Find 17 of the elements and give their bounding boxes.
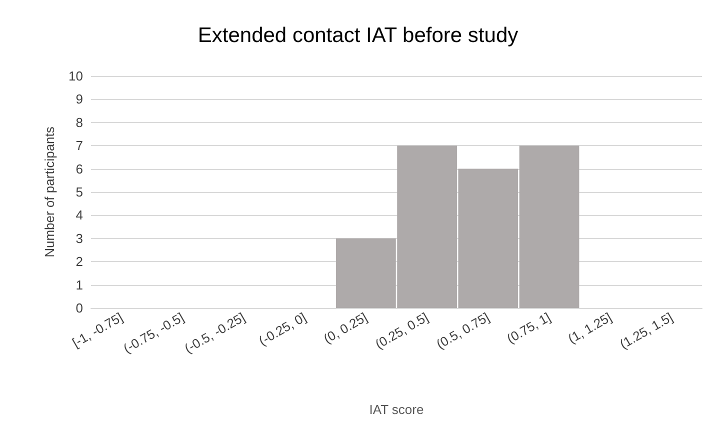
y-tick-label: 7 bbox=[76, 138, 83, 154]
x-tick-label: (1, 1.25] bbox=[565, 310, 614, 346]
y-tick-label: 4 bbox=[76, 208, 83, 223]
y-tick-label: 10 bbox=[68, 68, 83, 84]
x-axis-title: IAT score bbox=[369, 402, 424, 417]
y-tick-label: 2 bbox=[76, 254, 83, 270]
y-tick-label: 5 bbox=[76, 184, 83, 200]
chart-title: Extended contact IAT before study bbox=[198, 24, 519, 47]
x-tick-label: (0, 0.25] bbox=[320, 310, 370, 346]
y-tick-label: 9 bbox=[76, 92, 83, 107]
y-tick-label: 3 bbox=[76, 230, 83, 246]
y-tick-label: 1 bbox=[76, 277, 83, 292]
y-axis-title: Number of participants bbox=[42, 126, 57, 258]
y-tick-label: 0 bbox=[76, 300, 83, 316]
y-tick-label: 8 bbox=[76, 114, 83, 130]
x-tick-label: (0.5, 0.75] bbox=[434, 310, 492, 352]
y-tick-label: 6 bbox=[76, 161, 83, 176]
